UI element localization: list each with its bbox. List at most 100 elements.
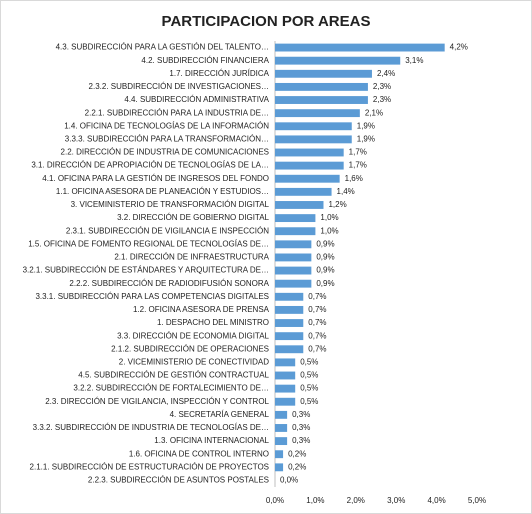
bar xyxy=(275,122,352,131)
bar xyxy=(275,424,288,432)
y-tick-label: 3. VICEMINISTERIO DE TRANSFORMACIÓN DIGI… xyxy=(71,200,270,209)
bar xyxy=(275,174,340,183)
x-tick-label: 4,0% xyxy=(427,496,445,505)
bar xyxy=(275,358,296,367)
data-label: 0,7% xyxy=(308,318,326,327)
bar xyxy=(275,201,324,209)
bar xyxy=(275,82,368,91)
data-label: 2,3% xyxy=(373,95,391,104)
data-label: 2,4% xyxy=(377,69,395,78)
bar xyxy=(275,109,360,118)
data-label: 2,3% xyxy=(373,82,391,91)
data-label: 1,9% xyxy=(357,121,375,130)
bar xyxy=(275,214,316,223)
data-label: 0,9% xyxy=(316,266,334,275)
bar xyxy=(275,450,284,459)
y-tick-label: 3.3. DIRECCIÓN DE ECONOMIA DIGITAL xyxy=(117,331,269,340)
data-label: 0,3% xyxy=(292,436,310,445)
x-tick-label: 3,0% xyxy=(387,496,405,505)
bar xyxy=(275,345,304,354)
y-tick-label: 2.3. DIRECCIÓN DE VIGILANCIA, INSPECCIÓN… xyxy=(45,397,269,406)
y-tick-label: 2.1.2. SUBDIRECCIÓN DE OPERACIONES xyxy=(111,344,269,353)
data-label: 1,0% xyxy=(320,226,338,235)
y-tick-label: 4. SECRETARÍA GENERAL xyxy=(170,410,270,419)
data-label: 0,9% xyxy=(316,253,334,262)
y-tick-label: 2.2. DIRECCIÓN DE INDUSTRIA DE COMUNICAC… xyxy=(61,148,269,157)
y-tick-label: 1.7. DIRECCIÓN JURÍDICA xyxy=(169,69,269,78)
y-tick-label: 3.2. DIRECCIÓN DE GOBIERNO DIGITAL xyxy=(117,213,269,222)
y-tick-label: 1. DESPACHO DEL MINISTRO xyxy=(157,318,269,327)
bar xyxy=(275,410,288,419)
y-tick-label: 2.3.2. SUBDIRECCIÓN DE INVESTIGACIONES… xyxy=(89,82,269,91)
x-tick-label: 2,0% xyxy=(347,496,365,505)
y-tick-label: 2. VICEMINISTERIO DE CONECTIVIDAD xyxy=(119,357,269,366)
bar xyxy=(275,384,296,393)
y-tick-label: 4.5. SUBDIRECCIÓN DE GESTIÓN CONTRACTUAL xyxy=(78,371,269,380)
bar xyxy=(275,227,316,236)
y-tick-label: 4.4. SUBDIRECCIÓN ADMINISTRATIVA xyxy=(124,95,269,104)
y-tick-label: 4.1. OFICINA PARA LA GESTIÓN DE INGRESOS… xyxy=(42,174,269,183)
data-label: 1,2% xyxy=(328,200,346,209)
data-label: 4,2% xyxy=(450,43,468,52)
data-label: 1,6% xyxy=(345,174,363,183)
bar xyxy=(275,240,312,249)
y-tick-label: 2.1.1. SUBDIRECCIÓN DE ESTRUCTURACIÓN DE… xyxy=(30,462,269,471)
bar xyxy=(275,266,312,275)
data-label: 0,3% xyxy=(292,423,310,432)
bar xyxy=(275,332,304,341)
bar xyxy=(275,463,284,472)
y-tick-label: 3.2.2. SUBDIRECCIÓN DE FORTALECIMIENTO D… xyxy=(73,384,269,393)
bar xyxy=(275,56,401,65)
data-label: 1,7% xyxy=(349,148,367,157)
y-tick-label: 2.2.1. SUBDIRECCIÓN PARA LA INDUSTRIA DE… xyxy=(85,108,269,117)
data-label: 0,2% xyxy=(288,449,306,458)
y-tick-label: 3.3.2. SUBDIRECCIÓN DE INDUSTRIA DE TECN… xyxy=(33,423,269,432)
y-tick-label: 2.1. DIRECCIÓN DE INFRAESTRUCTURA xyxy=(114,253,269,262)
data-label: 0,2% xyxy=(288,462,306,471)
data-label: 0,7% xyxy=(308,292,326,301)
data-label: 1,4% xyxy=(337,187,355,196)
data-label: 0,5% xyxy=(300,384,318,393)
data-label: 1,9% xyxy=(357,134,375,143)
bar xyxy=(275,319,304,327)
data-label: 0,9% xyxy=(316,239,334,248)
data-label: 1,7% xyxy=(349,161,367,170)
y-tick-label: 1.6. OFICINA DE CONTROL INTERNO xyxy=(129,449,269,458)
y-tick-label: 2.3.1. SUBDIRECCIÓN DE VIGILANCIA E INSP… xyxy=(66,226,269,235)
y-tick-label: 4.2. SUBDIRECCIÓN FINANCIERA xyxy=(141,56,269,65)
data-label: 2,1% xyxy=(365,108,383,117)
data-label: 0,5% xyxy=(300,357,318,366)
bar xyxy=(275,148,344,157)
y-tick-label: 4.3. SUBDIRECCIÓN PARA LA GESTIÓN DEL TA… xyxy=(56,43,269,52)
bar xyxy=(275,397,296,406)
bar xyxy=(275,161,344,170)
y-tick-label: 1.4. OFICINA DE TECNOLOGÍAS DE LA INFORM… xyxy=(64,121,269,130)
bar xyxy=(275,69,372,78)
data-label: 0,7% xyxy=(308,305,326,314)
bar xyxy=(275,371,296,380)
chart-title: PARTICIPACION POR AREAS xyxy=(162,13,371,30)
data-label: 0,0% xyxy=(280,476,298,485)
x-tick-label: 5,0% xyxy=(468,496,486,505)
bar xyxy=(275,437,288,446)
bar xyxy=(275,305,304,314)
bar xyxy=(275,292,304,301)
x-tick-label: 1,0% xyxy=(306,496,324,505)
y-tick-label: 3.1. DIRECCIÓN DE APROPIACIÓN DE TECNOLO… xyxy=(31,161,269,170)
y-tick-label: 3.2.1. SUBDIRECCIÓN DE ESTÁNDARES Y ARQU… xyxy=(23,266,269,275)
data-label: 1,0% xyxy=(320,213,338,222)
bar xyxy=(275,253,312,262)
data-label: 0,7% xyxy=(308,331,326,340)
data-label: 0,5% xyxy=(300,397,318,406)
data-label: 0,5% xyxy=(300,371,318,380)
y-tick-label: 1.1. OFICINA ASESORA DE PLANEACIÓN Y EST… xyxy=(56,187,269,196)
y-tick-label: 3.3.3. SUBDIRECCIÓN PARA LA TRANSFORMACI… xyxy=(65,134,269,143)
y-tick-label: 1.2. OFICINA ASESORA DE PRENSA xyxy=(133,305,270,314)
y-tick-label: 1.3. OFICINA INTERNACIONAL xyxy=(154,436,269,445)
data-label: 3,1% xyxy=(405,56,423,65)
bar xyxy=(275,135,352,144)
data-label: 0,7% xyxy=(308,344,326,353)
y-tick-label: 1.5. OFICINA DE FOMENTO REGIONAL DE TECN… xyxy=(28,239,269,248)
